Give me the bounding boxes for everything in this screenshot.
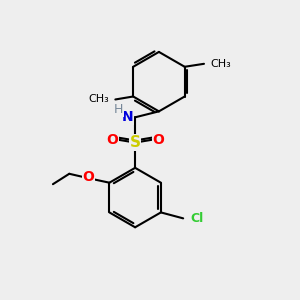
Text: H: H [114,103,124,116]
Text: O: O [83,170,94,184]
Text: Cl: Cl [190,212,204,225]
Text: O: O [152,133,164,147]
Text: CH₃: CH₃ [88,94,109,104]
Text: O: O [106,133,118,147]
Text: CH₃: CH₃ [211,59,231,69]
Text: N: N [122,110,134,124]
Text: S: S [130,135,141,150]
